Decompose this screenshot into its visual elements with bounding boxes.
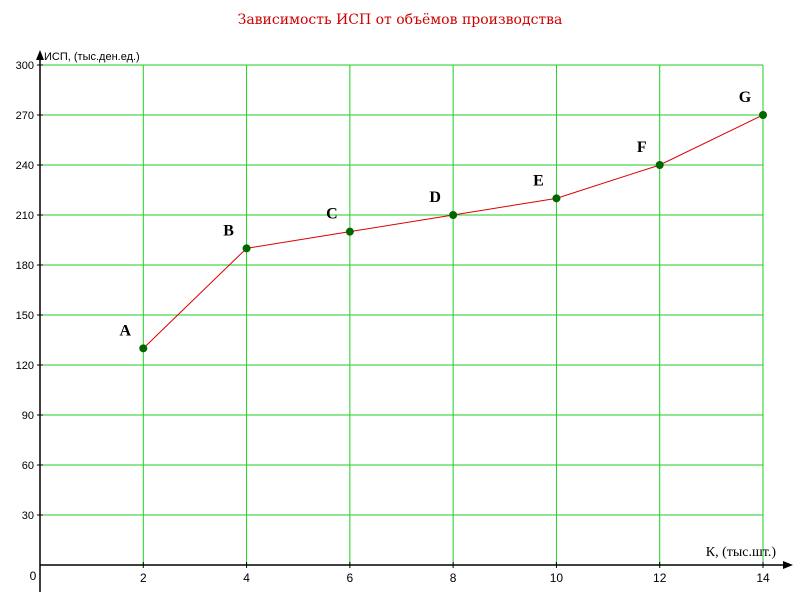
series: A B C D E F G xyxy=(120,89,767,353)
x-tick-label: 2 xyxy=(140,571,147,585)
x-tick-label: 12 xyxy=(653,571,667,585)
data-point-A xyxy=(139,344,148,353)
point-label-A: A xyxy=(120,322,132,339)
point-label-D: D xyxy=(429,189,441,206)
y-tick-label: 300 xyxy=(16,60,34,72)
y-axis-arrow xyxy=(36,50,44,60)
origin-label: 0 xyxy=(30,569,37,583)
y-tick-label: 120 xyxy=(16,360,34,372)
y-tick-label: 150 xyxy=(16,310,34,322)
data-point-C xyxy=(345,227,354,236)
data-point-F xyxy=(655,161,664,169)
point-label-E: E xyxy=(533,172,544,189)
y-tick-label: 240 xyxy=(16,160,34,172)
x-tick-label: 8 xyxy=(450,571,457,585)
chart-title: Зависимость ИСП от объёмов производства xyxy=(237,12,563,28)
axes xyxy=(36,50,793,592)
y-tick-label: 90 xyxy=(22,410,34,422)
data-point-E xyxy=(552,194,561,203)
y-axis-label: ИСП, (тыс.ден.ед.) xyxy=(44,51,140,63)
y-tick-label: 30 xyxy=(22,510,34,522)
point-label-C: C xyxy=(326,206,338,223)
x-tick-label: 10 xyxy=(550,571,564,585)
y-tick-label: 210 xyxy=(16,210,34,222)
data-point-D xyxy=(449,211,458,219)
y-tick-label: 270 xyxy=(16,110,34,122)
x-axis-arrow xyxy=(783,561,793,569)
x-tick-label: 6 xyxy=(347,571,354,585)
tick-labels: 2 4 6 8 10 12 14 30 60 90 120 150 180 210 240 270 300 xyxy=(16,60,770,585)
point-label-B: B xyxy=(223,222,234,239)
x-tick-label: 4 xyxy=(243,571,250,585)
y-tick-label: 60 xyxy=(22,460,34,472)
data-point-G xyxy=(759,111,767,119)
x-axis-label: К, (тыс.шт.) xyxy=(706,545,777,560)
point-label-G: G xyxy=(739,89,752,106)
point-label-F: F xyxy=(637,139,647,156)
x-tick-label: 14 xyxy=(756,571,770,585)
data-point-B xyxy=(242,244,251,253)
grid xyxy=(40,64,764,565)
y-tick-label: 180 xyxy=(16,260,34,272)
